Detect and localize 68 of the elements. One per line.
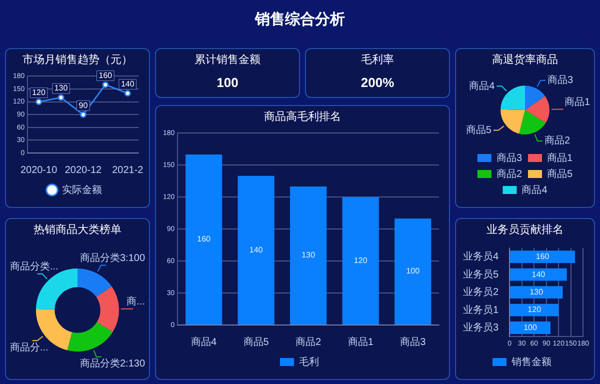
chart-title: 业务员贡献排名 xyxy=(486,223,564,238)
data-label: 130 xyxy=(54,84,68,93)
slice-label: 商品1 xyxy=(564,96,590,108)
slice-label: 商品5 xyxy=(466,124,492,136)
point xyxy=(80,111,86,118)
y-tick-label: 业务员3 xyxy=(463,321,499,334)
bar xyxy=(342,197,379,324)
slice-label: 商品2 xyxy=(544,134,570,147)
data-label: 130 xyxy=(302,250,316,260)
bar xyxy=(510,268,567,281)
legend-label: 商品4 xyxy=(522,184,548,196)
data-label: 160 xyxy=(98,70,113,80)
x-tick-label: 商品3 xyxy=(400,336,426,348)
legend-label: 销售金额 xyxy=(510,356,552,368)
x-tick-label: 2021-2 xyxy=(112,164,144,176)
bar xyxy=(238,176,274,324)
legend-label: 商品1 xyxy=(547,152,573,164)
data-label: 120 xyxy=(528,305,542,314)
slice-label: 商品分类3:100 xyxy=(80,252,146,264)
chart-title: 热销商品大类榜单 xyxy=(32,222,122,238)
bar xyxy=(510,322,550,334)
bar xyxy=(510,304,559,316)
data-label: 120 xyxy=(354,256,368,266)
y-tick-label: 业务员2 xyxy=(463,286,499,298)
bar xyxy=(510,286,563,298)
x-tick-label: 商品4 xyxy=(191,336,218,348)
x-tick-label: 商品1 xyxy=(348,336,374,348)
data-label: 140 xyxy=(249,245,264,254)
data-label: 130 xyxy=(530,288,544,297)
legend-label: 实际金额 xyxy=(62,184,102,196)
data-label: 100 xyxy=(406,266,420,276)
data-label: 120 xyxy=(32,88,46,98)
point xyxy=(124,90,131,97)
data-label: 100 xyxy=(524,322,538,332)
data-label: 140 xyxy=(120,79,135,88)
chart-title: 市场月销售趋势（元） xyxy=(22,52,134,68)
bar xyxy=(290,186,327,324)
point xyxy=(58,94,64,101)
data-label: 160 xyxy=(197,234,212,244)
y-tick-label: 业务员4 xyxy=(463,250,499,263)
data-label: 140 xyxy=(532,270,546,279)
y-tick-label: 业务员1 xyxy=(463,304,499,316)
text: 100 xyxy=(216,75,240,90)
x-tick-label: 商品2 xyxy=(296,336,322,348)
data-label: 160 xyxy=(536,252,550,262)
legend-label: 商品3 xyxy=(496,152,522,164)
text: 销售综合分析 xyxy=(254,10,346,30)
slice-label: 商品分类... xyxy=(10,260,58,273)
bar xyxy=(186,154,222,324)
chart-title: 商品高毛利排名 xyxy=(263,110,342,125)
slice-label: 商品3 xyxy=(548,74,574,86)
point xyxy=(36,98,42,106)
slice-label: 商品分... xyxy=(10,341,48,354)
slice-label: 商品分类2:130 xyxy=(80,358,146,370)
y-tick-label: 业务员5 xyxy=(463,268,499,280)
text: 200% xyxy=(360,75,396,90)
text: 累计销售金额 xyxy=(194,52,262,68)
x-tick-label: 商品5 xyxy=(243,336,270,348)
data-label: 90 xyxy=(78,100,88,110)
text: 毛利率 xyxy=(360,52,395,68)
legend-label: 毛利 xyxy=(299,356,319,368)
bar xyxy=(510,250,575,264)
text: 高退货率商品 xyxy=(491,52,559,68)
bar xyxy=(394,218,432,324)
x-tick-label: 2020-10 xyxy=(20,164,58,176)
x-tick-label: 2020-12 xyxy=(64,164,102,176)
slice-label: 商... xyxy=(126,296,146,308)
slice-label: 商品4 xyxy=(469,80,496,92)
